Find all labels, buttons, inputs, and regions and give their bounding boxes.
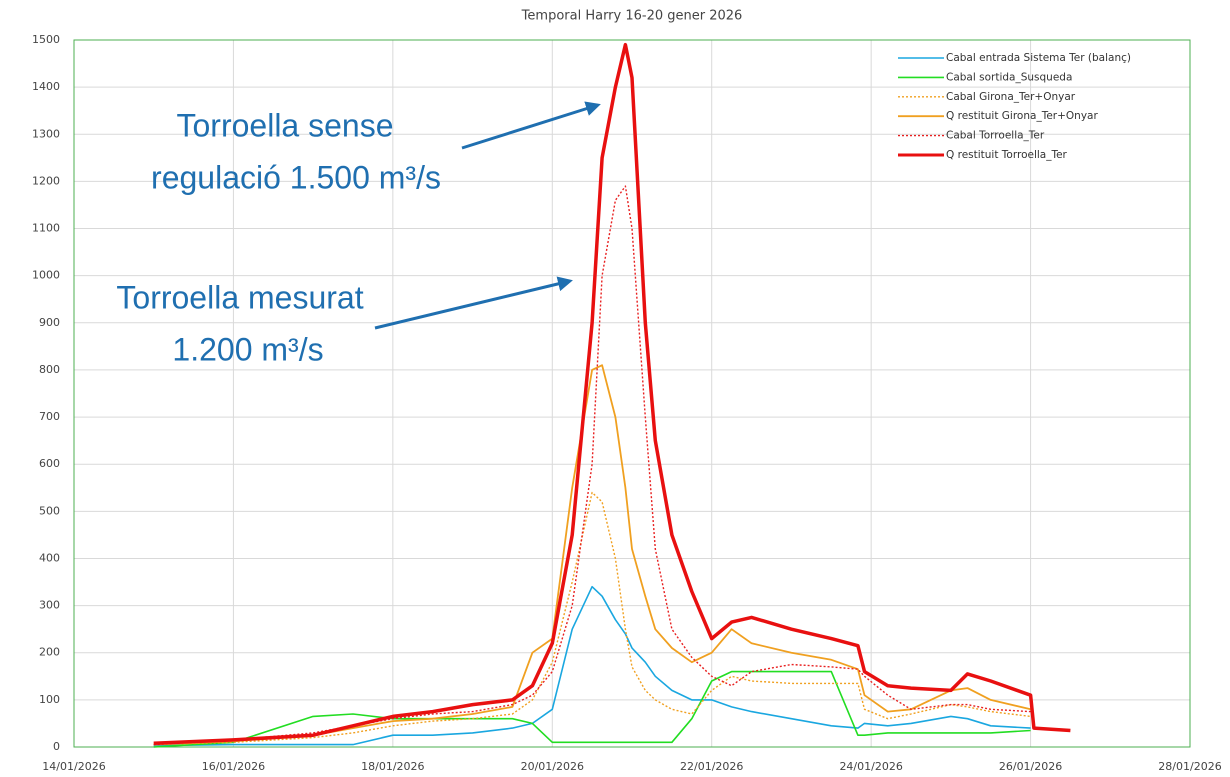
annotation: 1.200 m³/s (172, 331, 323, 367)
series-line (153, 42, 1071, 745)
annotation: Torroella mesurat (116, 279, 363, 315)
y-tick-label: 1100 (32, 222, 60, 235)
legend-label: Q restituit Torroella_Ter (946, 149, 1068, 161)
x-tick-label: 14/01/2026 (42, 760, 105, 773)
x-tick-label: 22/01/2026 (680, 760, 743, 773)
legend-label: Cabal Torroella_Ter (946, 130, 1045, 142)
annotation: regulació 1.500 m³/s (151, 159, 441, 195)
y-tick-label: 300 (39, 599, 60, 612)
series-line (153, 364, 1031, 746)
y-tick-label: 600 (39, 457, 60, 470)
y-tick-label: 1500 (32, 33, 60, 46)
x-tick-label: 24/01/2026 (839, 760, 902, 773)
legend-label: Cabal entrada Sistema Ter (balanç) (946, 52, 1131, 64)
x-tick-label: 28/01/2026 (1158, 760, 1221, 773)
y-tick-label: 700 (39, 410, 60, 423)
y-tick-label: 1200 (32, 174, 60, 187)
x-tick-label: 18/01/2026 (361, 760, 424, 773)
y-tick-label: 900 (39, 316, 60, 329)
series-line (153, 585, 1031, 747)
y-tick-label: 0 (53, 740, 60, 753)
x-tick-label: 16/01/2026 (202, 760, 265, 773)
y-tick-label: 500 (39, 504, 60, 517)
y-tick-label: 400 (39, 551, 60, 564)
plot-border (73, 39, 1191, 748)
legend-label: Cabal sortida_Susqueda (946, 71, 1072, 83)
y-tick-label: 100 (39, 693, 60, 706)
series-line (153, 670, 1031, 748)
y-tick-label: 200 (39, 646, 60, 659)
annotation: Torroella sense (177, 107, 394, 143)
x-tick-label: 20/01/2026 (521, 760, 584, 773)
y-tick-label: 1400 (32, 80, 60, 93)
series-line (153, 491, 1031, 746)
chart-title: Temporal Harry 16-20 gener 2026 (521, 9, 743, 24)
y-tick-label: 1000 (32, 269, 60, 282)
annotation-arrow (374, 276, 573, 330)
y-tick-label: 800 (39, 363, 60, 376)
x-tick-label: 26/01/2026 (999, 760, 1062, 773)
legend-label: Q restituit Girona_Ter+Onyar (946, 110, 1098, 122)
legend-label: Cabal Girona_Ter+Onyar (946, 91, 1076, 103)
series-line (153, 185, 1031, 746)
annotation-arrow (461, 101, 601, 150)
y-tick-label: 1300 (32, 127, 60, 140)
